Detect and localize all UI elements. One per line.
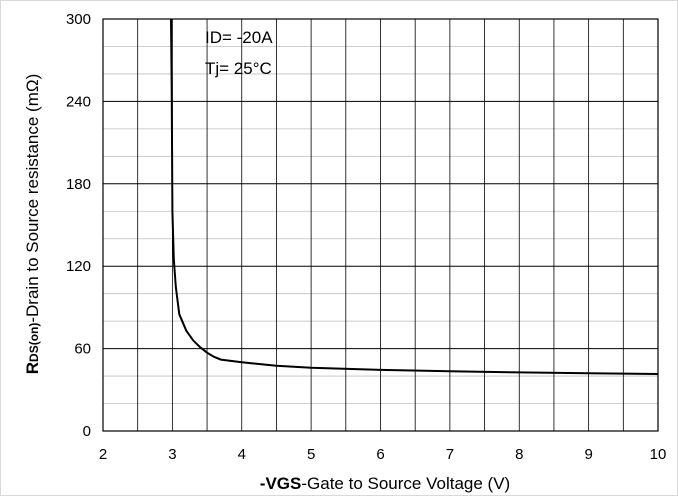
x-tick-label: 3 xyxy=(168,446,176,463)
y-tick-label: 300 xyxy=(66,11,91,28)
x-axis-label: -VGS-Gate to Source Voltage (V) xyxy=(260,474,510,493)
x-tick-label: 9 xyxy=(584,446,592,463)
y-tick-label: 0 xyxy=(83,423,91,440)
annotation-tj: Tj= 25°C xyxy=(205,59,272,78)
y-tick-labels: 0 60 120 180 240 300 xyxy=(66,11,91,440)
y-tick-label: 240 xyxy=(66,93,91,110)
x-tick-label: 4 xyxy=(238,446,246,463)
plot-border xyxy=(102,18,659,432)
x-axis-label-text: -Gate to Source Voltage (V) xyxy=(301,474,510,493)
y-tick-label: 60 xyxy=(74,341,91,358)
x-tick-label: 7 xyxy=(446,446,454,463)
x-tick-labels: 2 3 4 5 6 7 8 9 10 xyxy=(99,446,667,463)
y-tick-label: 180 xyxy=(66,176,91,193)
y-axis-label-subscript: DS(on) xyxy=(27,323,41,362)
y-axis-label: RDS(on)-Drain to Source resistance (mΩ) xyxy=(23,74,42,375)
x-tick-label: 6 xyxy=(376,446,384,463)
x-tick-label: 2 xyxy=(99,446,107,463)
series-line xyxy=(170,18,659,375)
x-axis-label-symbol: -VGS xyxy=(260,474,302,493)
x-tick-label: 8 xyxy=(515,446,523,463)
x-tick-label: 5 xyxy=(307,446,315,463)
y-tick-label: 120 xyxy=(66,258,91,275)
y-axis-label-text: -Drain to Source resistance (mΩ) xyxy=(23,74,42,323)
x-tick-label: 10 xyxy=(650,446,667,463)
annotation-id: ID= -20A xyxy=(205,28,273,47)
y-axis-label-symbol: R xyxy=(23,362,42,374)
